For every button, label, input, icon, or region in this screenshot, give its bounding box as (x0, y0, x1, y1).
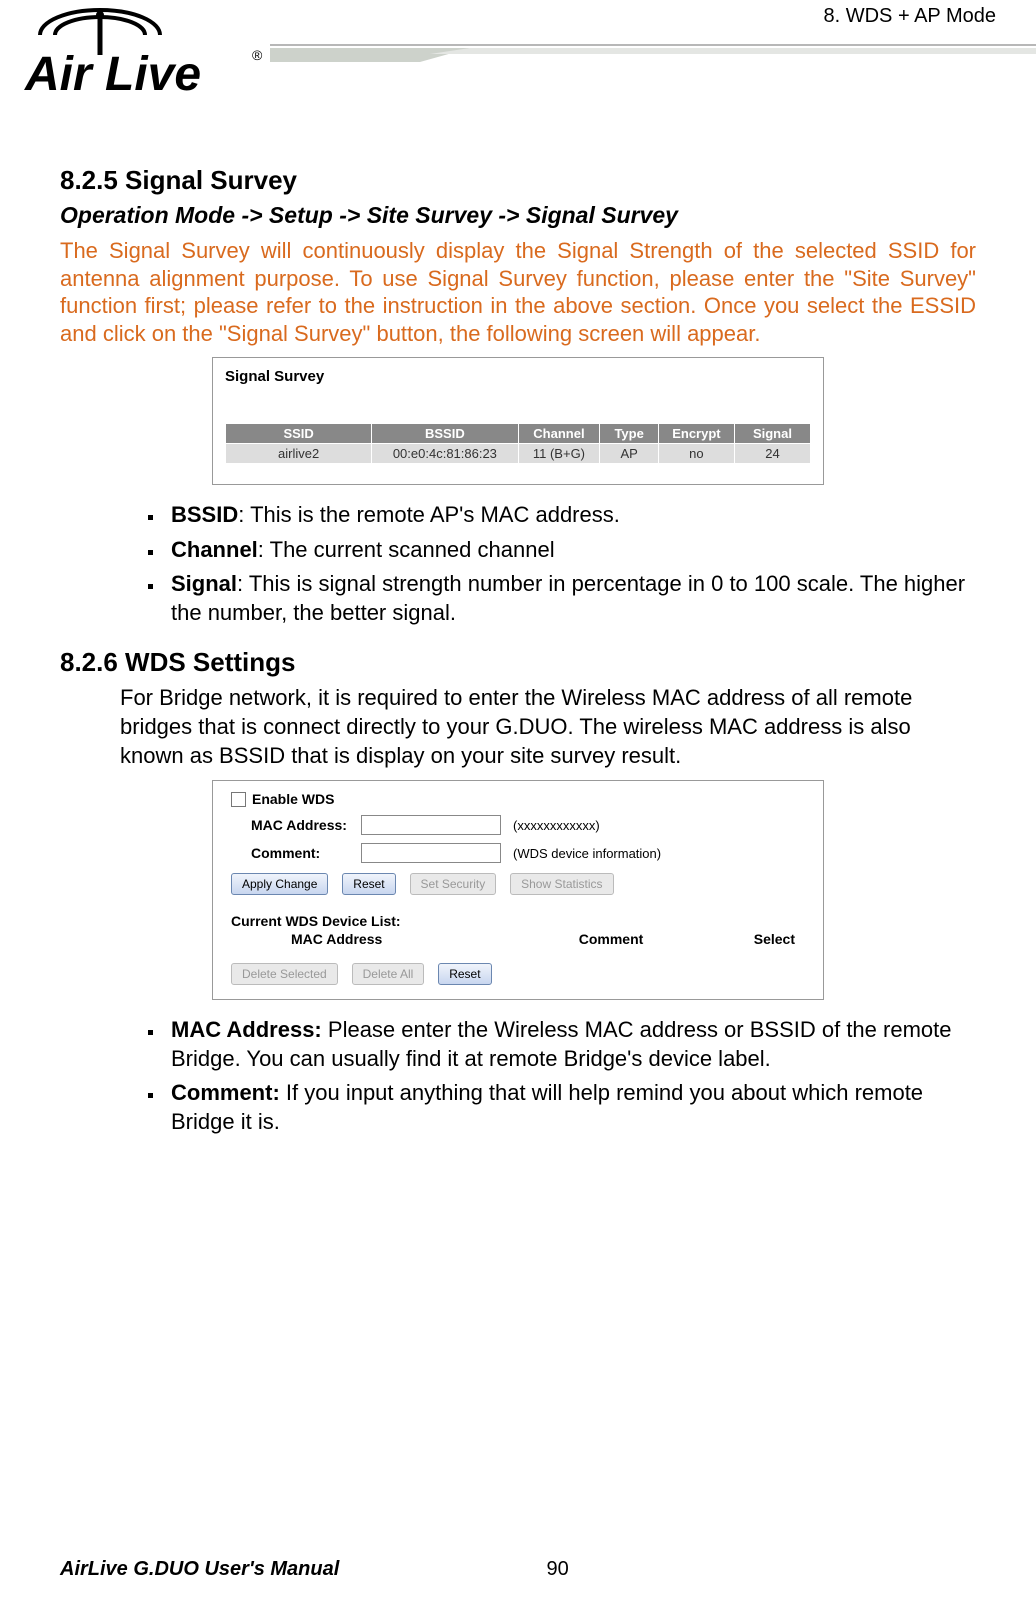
fig1-td-encrypt: no (658, 444, 734, 464)
fig1-th-ssid: SSID (226, 424, 372, 444)
fig1-td-bssid: 00:e0:4c:81:86:23 (372, 444, 518, 464)
section-825-intro: The Signal Survey will continuously disp… (60, 237, 976, 347)
fig1-th-bssid: BSSID (372, 424, 518, 444)
bullet-channel: Channel: The current scanned channel (165, 536, 976, 565)
fig1-th-encrypt: Encrypt (658, 424, 734, 444)
bullet-bssid: BSSID: This is the remote AP's MAC addre… (165, 501, 976, 530)
footer-manual-title: AirLive G.DUO User's Manual (60, 1558, 339, 1581)
header-divider (0, 40, 1036, 70)
bullet-mac-address: MAC Address: Please enter the Wireless M… (165, 1016, 976, 1073)
show-statistics-button[interactable]: Show Statistics (510, 873, 613, 895)
fig1-td-channel: 11 (B+G) (518, 444, 600, 464)
section-825-heading: 8.2.5 Signal Survey (60, 165, 976, 196)
comment-label: Comment: (251, 845, 361, 861)
chapter-label: 8. WDS + AP Mode (824, 5, 997, 28)
mac-address-hint: (xxxxxxxxxxxx) (513, 818, 600, 833)
wds-list-title: Current WDS Device List: (231, 913, 805, 929)
signal-survey-table: SSID BSSID Channel Type Encrypt Signal a… (225, 423, 811, 464)
section-826-heading: 8.2.6 WDS Settings (60, 647, 976, 678)
page-header: Air Live ® 8. WDS + AP Mode (0, 0, 1036, 120)
fig1-td-type: AP (600, 444, 659, 464)
bullet-comment: Comment: If you input anything that will… (165, 1079, 976, 1136)
section-825-breadcrumb: Operation Mode -> Setup -> Site Survey -… (60, 202, 976, 229)
fig1-th-channel: Channel (518, 424, 600, 444)
wds-col-select: Select (721, 931, 805, 947)
comment-input[interactable] (361, 843, 501, 863)
reset2-button[interactable]: Reset (438, 963, 491, 985)
delete-all-button[interactable]: Delete All (352, 963, 425, 985)
reset-button[interactable]: Reset (342, 873, 395, 895)
wds-col-mac: MAC Address (231, 931, 501, 947)
mac-address-input[interactable] (361, 815, 501, 835)
footer-page-number: 90 (339, 1558, 776, 1581)
bullet-signal: Signal: This is signal strength number i… (165, 570, 976, 627)
mac-address-label: MAC Address: (251, 817, 361, 833)
signal-survey-figure: Signal Survey SSID BSSID Channel Type En… (212, 357, 824, 485)
fig1-td-ssid: airlive2 (226, 444, 372, 464)
set-security-button[interactable]: Set Security (410, 873, 497, 895)
bullets-825: BSSID: This is the remote AP's MAC addre… (60, 501, 976, 627)
wds-list-columns: MAC Address Comment Select (231, 931, 805, 947)
delete-selected-button[interactable]: Delete Selected (231, 963, 338, 985)
enable-wds-label: Enable WDS (252, 791, 334, 807)
comment-hint: (WDS device information) (513, 846, 661, 861)
fig1-td-signal: 24 (734, 444, 810, 464)
section-826-para: For Bridge network, it is required to en… (60, 684, 976, 770)
bullets-826: MAC Address: Please enter the Wireless M… (60, 1016, 976, 1136)
fig1-th-signal: Signal (734, 424, 810, 444)
fig1-th-type: Type (600, 424, 659, 444)
wds-settings-figure: Enable WDS MAC Address: (xxxxxxxxxxxx) C… (212, 780, 824, 1000)
wds-col-comment: Comment (501, 931, 721, 947)
page-footer: AirLive G.DUO User's Manual 90 (60, 1558, 976, 1581)
apply-change-button[interactable]: Apply Change (231, 873, 328, 895)
fig1-title: Signal Survey (225, 368, 811, 385)
enable-wds-checkbox[interactable] (231, 792, 246, 807)
